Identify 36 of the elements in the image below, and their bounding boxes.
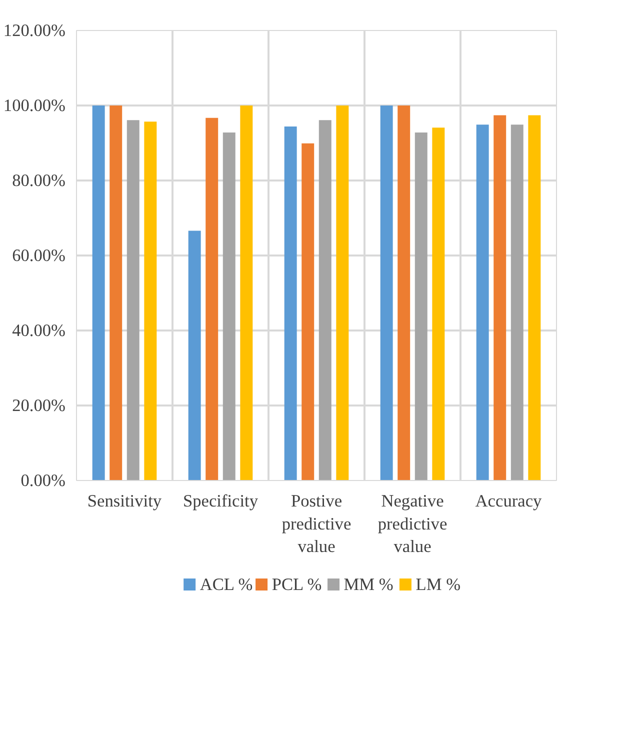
y-tick-label: 20.00% <box>12 396 66 415</box>
bar <box>188 230 201 480</box>
bar <box>318 120 332 480</box>
bar <box>510 124 524 480</box>
x-tick-label: Accuracy <box>475 492 542 510</box>
x-tick-label: Negative predictive value <box>378 492 448 556</box>
bar <box>432 128 445 480</box>
legend-label: ACL % <box>200 575 253 594</box>
bar <box>284 126 297 480</box>
legend-label: PCL % <box>272 575 322 594</box>
bar <box>126 120 140 480</box>
bar <box>222 132 236 480</box>
legend-label: LM % <box>416 575 461 594</box>
bar <box>302 143 314 480</box>
y-tick-label: 0.00% <box>20 471 66 490</box>
bar <box>494 115 506 480</box>
bar <box>476 124 489 480</box>
bar <box>92 106 105 480</box>
bar <box>240 106 253 480</box>
y-tick-label: 120.00% <box>3 21 66 40</box>
bar <box>144 122 157 480</box>
y-tick-label: 80.00% <box>12 171 66 190</box>
y-tick-label: 100.00% <box>3 96 66 115</box>
legend-label: MM % <box>344 575 394 594</box>
y-tick-label: 40.00% <box>12 321 66 340</box>
bar <box>398 106 410 480</box>
x-tick-label: Sensitivity <box>87 492 162 510</box>
bar <box>206 118 218 480</box>
x-tick-label: Specificity <box>182 492 258 510</box>
bar <box>336 106 349 480</box>
bar <box>528 115 541 480</box>
bar <box>380 106 393 480</box>
y-tick-label: 60.00% <box>12 246 66 265</box>
x-tick-label: Postive predictive value <box>282 492 352 556</box>
bar <box>414 132 428 480</box>
bar <box>110 106 122 480</box>
